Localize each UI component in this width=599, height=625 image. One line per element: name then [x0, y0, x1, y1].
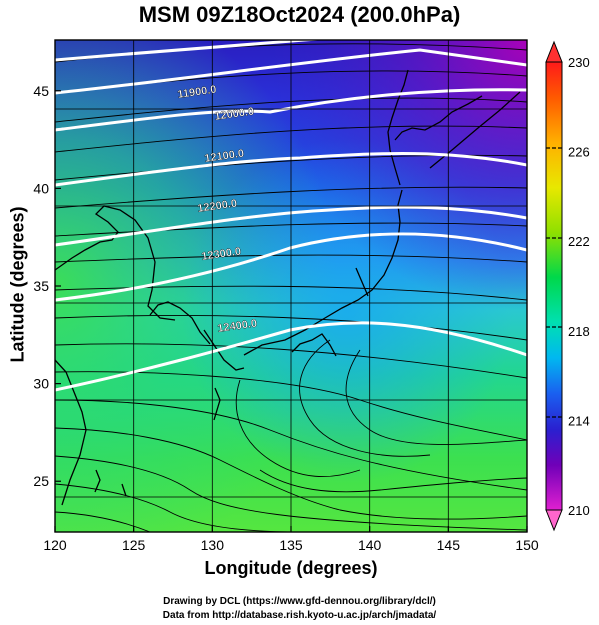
colorbar: 230 226 222 218 214 210 — [545, 40, 590, 532]
y-axis-label: Latitude (degrees) — [7, 206, 28, 363]
x-tick-label: 130 — [201, 537, 225, 553]
wind-streamlines — [55, 43, 527, 532]
contour-line — [55, 152, 527, 187]
contour-line — [55, 88, 527, 132]
x-axis: 120 125 130 135 140 145 150 — [43, 526, 539, 553]
contour-label: 11900.0 — [177, 84, 217, 101]
x-tick-label: 125 — [122, 537, 146, 553]
contour-labels: 11900.0 12000.0 12100.0 12200.0 12300.0 … — [177, 83, 258, 335]
credit-data: Data from http://database.rish.kyoto-u.a… — [162, 610, 437, 621]
y-axis: 25 30 35 40 45 — [33, 83, 61, 489]
x-tick-label: 120 — [43, 537, 67, 553]
x-tick-label: 150 — [515, 537, 539, 553]
x-tick-label: 140 — [358, 537, 382, 553]
y-tick-label: 35 — [33, 278, 49, 294]
colorbar-scale — [545, 61, 563, 511]
height-contours — [55, 40, 527, 392]
lat-lon-grid — [55, 40, 527, 532]
contour-line — [55, 232, 527, 302]
colorbar-upper-arrow — [545, 40, 563, 63]
contour-label: 12400.0 — [217, 318, 258, 335]
colorbar-tick-label: 210 — [568, 503, 590, 518]
colorbar-tick-label: 222 — [568, 234, 590, 249]
contour-line — [55, 40, 324, 62]
plot-area — [55, 40, 527, 532]
contour-label: 12300.0 — [201, 246, 242, 263]
colorbar-tick-label: 230 — [568, 55, 590, 70]
colorbar-lower-arrow — [545, 509, 563, 532]
y-tick-label: 45 — [33, 83, 49, 99]
contour-line — [55, 321, 527, 392]
credit-drawing: Drawing by DCL (https://www.gfd-dennou.o… — [163, 596, 436, 607]
y-tick-label: 30 — [33, 376, 49, 392]
contour-label: 12000.0 — [214, 106, 255, 123]
x-tick-label: 145 — [437, 537, 461, 553]
y-tick-label: 25 — [33, 473, 49, 489]
colorbar-tick-label: 214 — [568, 413, 590, 428]
colorbar-tick-label: 218 — [568, 324, 590, 339]
colorbar-tick-label: 226 — [568, 145, 590, 160]
chart-title: MSM 09Z18Oct2024 (200.0hPa) — [138, 2, 461, 27]
y-tick-label: 40 — [33, 180, 49, 196]
contour-line — [55, 48, 527, 95]
contour-line — [55, 205, 527, 247]
contour-label: 12100.0 — [204, 148, 245, 165]
x-tick-label: 135 — [279, 537, 303, 553]
x-axis-label: Longitude (degrees) — [204, 558, 378, 578]
contour-label: 12200.0 — [197, 198, 238, 215]
